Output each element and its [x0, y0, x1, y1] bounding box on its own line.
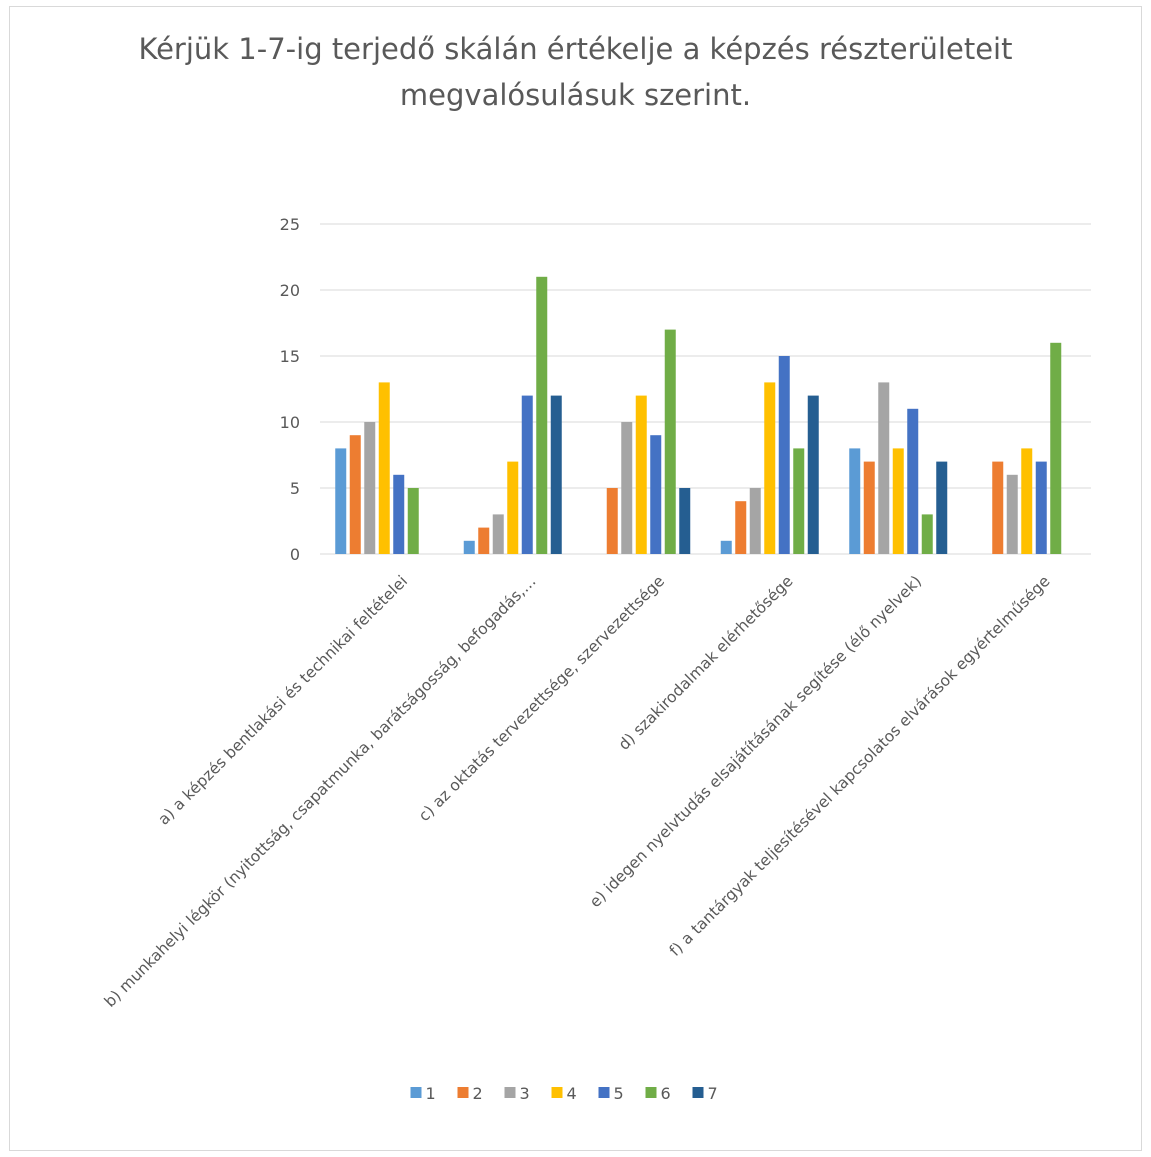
bar-series-6 — [1050, 342, 1062, 554]
legend-label-2: 2 — [473, 1084, 483, 1103]
legend-swatch-3 — [504, 1087, 516, 1098]
bar-series-7 — [550, 395, 562, 554]
bar-series-7 — [679, 488, 691, 554]
bar-series-1 — [849, 448, 861, 554]
bar-series-4 — [378, 382, 390, 554]
bar-series-4 — [635, 395, 647, 554]
x-category-label: a) a képzés bentlakási és technikai felt… — [155, 572, 411, 828]
legend-label-4: 4 — [567, 1084, 577, 1103]
y-axis-ticks: 0 5 10 15 20 25 — [280, 215, 300, 564]
y-tick-label: 25 — [280, 215, 300, 234]
bar-series-2 — [863, 461, 875, 554]
bar-series-3 — [749, 488, 761, 554]
x-category-label: b) munkahelyi légkör (nyitottság, csapat… — [101, 572, 540, 1011]
y-tick-label: 0 — [290, 545, 300, 564]
bar-series-4 — [507, 461, 519, 554]
bar-series-3 — [1006, 474, 1018, 554]
legend-swatch-7 — [692, 1087, 704, 1098]
bar-series-6 — [921, 514, 933, 554]
bar-series-2 — [735, 501, 747, 554]
bar-series-4 — [1021, 448, 1033, 554]
bar-series-6 — [536, 276, 548, 554]
bar-series-6 — [793, 448, 805, 554]
bar-series-4 — [892, 448, 904, 554]
bar-series-5 — [778, 356, 790, 554]
bar-series-7 — [807, 395, 819, 554]
chart-title-line-2: megvalósulásuk szerint. — [399, 78, 752, 112]
legend-label-6: 6 — [661, 1084, 671, 1103]
legend: 1 2 3 4 5 6 7 — [410, 1084, 718, 1103]
bar-series-3 — [621, 422, 633, 554]
bar-series-6 — [664, 329, 676, 554]
bars — [335, 276, 1062, 554]
y-tick-label: 20 — [280, 281, 300, 300]
bar-series-4 — [764, 382, 776, 554]
bar-series-5 — [1035, 461, 1047, 554]
bar-series-2 — [349, 435, 361, 554]
y-tick-label: 5 — [290, 479, 300, 498]
legend-swatch-5 — [598, 1087, 610, 1098]
bar-series-5 — [650, 435, 662, 554]
x-category-label: c) az oktatás tervezettsége, szervezetts… — [415, 572, 668, 825]
y-tick-label: 10 — [280, 413, 300, 432]
bar-series-5 — [521, 395, 533, 554]
x-axis-categories: a) a képzés bentlakási és technikai felt… — [101, 572, 1054, 1011]
legend-label-1: 1 — [426, 1084, 436, 1103]
chart-title: Kérjük 1-7-ig terjedő skálán értékelje a… — [0, 26, 1151, 118]
bar-series-3 — [878, 382, 890, 554]
legend-swatch-1 — [410, 1087, 422, 1098]
bar-series-2 — [992, 461, 1004, 554]
bar-series-3 — [364, 422, 376, 554]
y-tick-label: 15 — [280, 347, 300, 366]
legend-swatch-2 — [457, 1087, 469, 1098]
bar-series-6 — [407, 488, 419, 554]
legend-swatch-6 — [645, 1087, 657, 1098]
bar-series-2 — [478, 527, 490, 554]
bar-series-7 — [936, 461, 948, 554]
legend-label-3: 3 — [520, 1084, 530, 1103]
bar-series-3 — [492, 514, 504, 554]
bar-series-2 — [606, 488, 618, 554]
bar-series-5 — [393, 474, 405, 554]
legend-label-7: 7 — [708, 1084, 718, 1103]
bar-series-1 — [335, 448, 347, 554]
bar-series-1 — [463, 540, 475, 554]
bar-series-5 — [907, 408, 919, 554]
legend-swatch-4 — [551, 1087, 563, 1098]
chart-title-line-1: Kérjük 1-7-ig terjedő skálán értékelje a… — [138, 32, 1013, 66]
chart-frame — [9, 6, 1142, 1151]
gridlines — [320, 223, 1091, 555]
legend-label-5: 5 — [614, 1084, 624, 1103]
bar-series-1 — [720, 540, 732, 554]
